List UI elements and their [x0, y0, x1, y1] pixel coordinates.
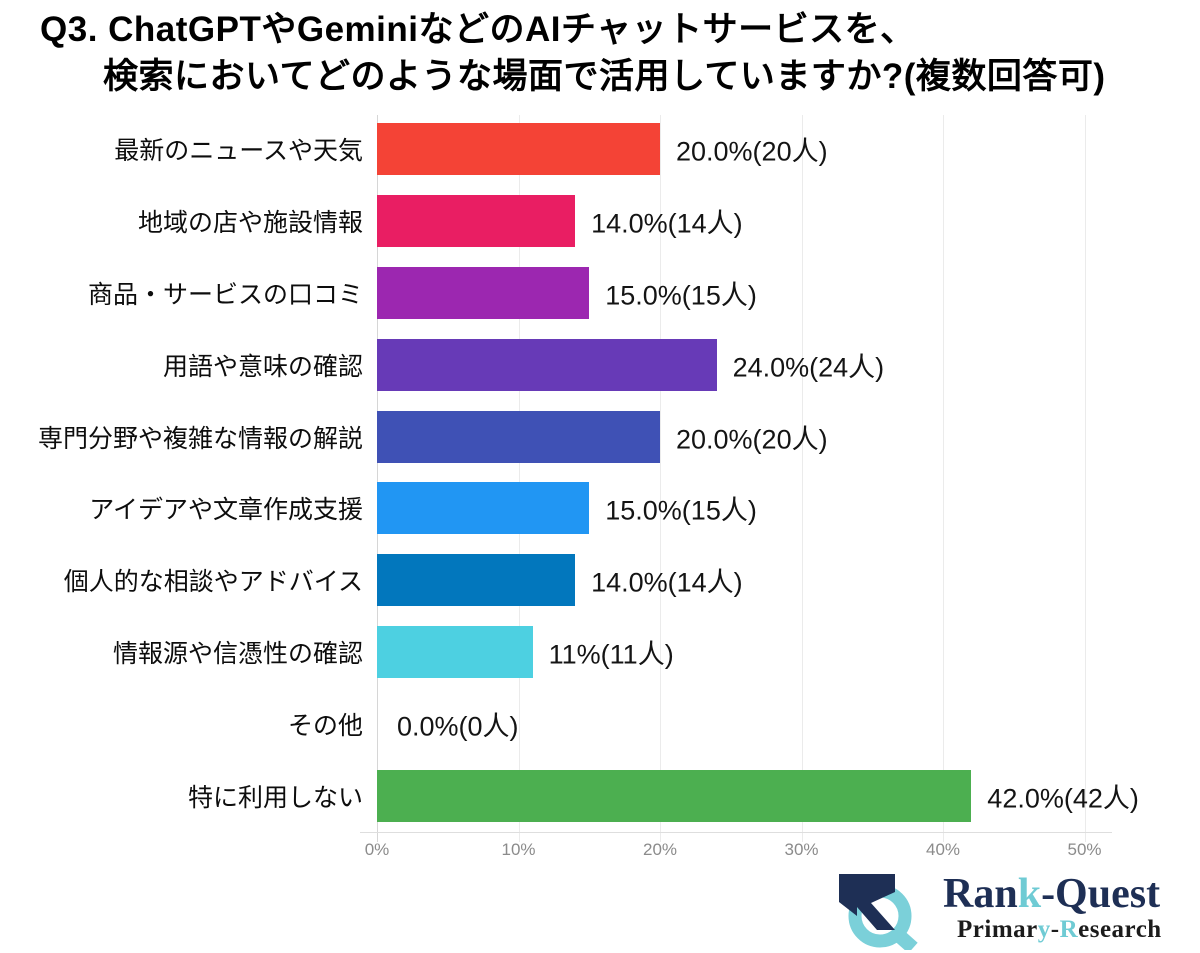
category-label: アイデアや文章作成支援 [89, 496, 363, 525]
bar [377, 338, 717, 391]
x-tick-label: 50% [1067, 840, 1102, 859]
value-label: 15.0%(15人) [605, 495, 757, 526]
category-label: その他 [287, 712, 363, 741]
bar [377, 266, 590, 319]
category-label: 専門分野や複雑な情報の解説 [37, 424, 363, 453]
row-plot-area: 20.0%(20人) [377, 401, 1200, 473]
rank-quest-logo-text: Rank-Quest Primary-Research [943, 872, 1162, 944]
chart-row: 地域の店や施設情報 14.0%(14人) [0, 185, 1200, 257]
value-label: 11%(11人) [548, 639, 674, 670]
category-label: 地域の店や施設情報 [137, 208, 363, 237]
chart-row: 商品・サービスの口コミ 15.0%(15人) [0, 257, 1200, 329]
value-label: 42.0%(42人) [987, 783, 1139, 814]
x-tick-label: 0% [364, 840, 390, 859]
chart-rows: 最新のニュースや天気 20.0%(20人) 地域の店や施設情報 14.0%(14人) 商… [0, 113, 1200, 832]
bar [377, 123, 660, 175]
category-label: 特に利用しない [187, 783, 363, 812]
chart-row: その他 0.0%(0人) [0, 688, 1200, 760]
x-tick-label: 10% [501, 840, 536, 859]
logo-text-segment: k [1017, 871, 1042, 917]
value-label: 24.0%(24人) [732, 352, 885, 383]
gridline-10% [518, 115, 520, 842]
rank-quest-logo: Rank-Quest Primary-Research [833, 866, 1162, 950]
category-label: 商品・サービスの口コミ [87, 280, 363, 309]
chart-gridlines [0, 113, 1200, 842]
gridline-20% [660, 115, 661, 842]
x-tick-label: 30% [784, 840, 819, 859]
row-plot-area: 20.0%(20人) [377, 113, 1200, 185]
value-label: 20.0%(20人) [676, 136, 828, 167]
chart-row: 個人的な相談やアドバイス 14.0%(14人) [0, 544, 1200, 616]
chart-row: 用語や意味の確認 24.0%(24人) [0, 329, 1200, 401]
row-plot-area: 42.0%(42人) [377, 760, 1200, 832]
value-label: 14.0%(14人) [591, 208, 743, 239]
logo-text-segment: R [1059, 916, 1079, 943]
category-label: 最新のニュースや天気 [114, 136, 363, 165]
row-plot-area: 0.0%(0人) [377, 688, 1200, 760]
bar [377, 626, 533, 679]
gridline-0% [377, 115, 378, 842]
row-plot-area: 14.0%(14人) [377, 185, 1200, 257]
chart-row: アイデアや文章作成支援 15.0%(15人) [0, 472, 1200, 544]
logo-text-segment: esearch [1078, 916, 1162, 943]
value-label: 15.0%(15人) [605, 280, 757, 311]
chart-title: Q3. ChatGPTやGeminiなどのAIチャットサービスを、 検索において… [40, 6, 1106, 100]
bar [377, 410, 660, 463]
value-label: 0.0%(0人) [397, 711, 519, 742]
row-plot-area: 24.0%(24人) [377, 329, 1200, 401]
x-tick-label: 40% [925, 840, 961, 859]
category-label: 個人的な相談やアドバイス [63, 568, 363, 597]
row-plot-area: 15.0%(15人) [377, 472, 1200, 544]
category-label: 情報源や信憑性の確認 [112, 640, 363, 669]
logo-wordmark: Rank-Quest [943, 872, 1162, 916]
row-plot-area: 15.0%(15人) [377, 257, 1200, 329]
category-label: 用語や意味の確認 [162, 352, 363, 381]
chart-row: 最新のニュースや天気 20.0%(20人) [0, 113, 1200, 185]
chart-title-line2: 検索においてどのような場面で活用していますか?(複数回答可) [103, 57, 1106, 96]
bar [377, 482, 590, 535]
logo-text-segment: -Quest [1041, 871, 1161, 917]
x-axis-ticks: 0% 10% 20% 30% 40% 50% [0, 113, 1200, 859]
bar [377, 194, 576, 247]
value-label: 20.0%(20人) [676, 424, 828, 454]
gridline-30% [801, 115, 803, 842]
x-axis-line [360, 832, 1112, 833]
logo-text-segment: y [1037, 916, 1051, 943]
bar [377, 554, 576, 607]
chart-row: 特に利用しない 42.0%(42人) [0, 760, 1200, 832]
logo-text-segment: Primar [957, 916, 1038, 943]
value-label: 14.0%(14人) [591, 567, 743, 598]
gridline-50% [1084, 115, 1086, 842]
x-tick-label: 20% [642, 840, 678, 859]
horizontal-bar-chart: 最新のニュースや天気 20.0%(20人) 地域の店や施設情報 14.0%(14人) 商… [0, 113, 1200, 859]
row-plot-area: 14.0%(14人) [377, 544, 1200, 616]
gridline-40% [943, 115, 944, 842]
chart-title-line1: Q3. ChatGPTやGeminiなどのAIチャットサービスを、 [40, 10, 916, 49]
bar [377, 770, 972, 823]
chart-row: 情報源や信憑性の確認 11%(11人) [0, 616, 1200, 688]
rank-quest-logo-icon [839, 874, 918, 950]
logo-text-segment: Ran [943, 871, 1018, 917]
row-plot-area: 11%(11人) [377, 616, 1200, 688]
logo-tagline: Primary-Research [943, 916, 1162, 944]
logo-text-segment: - [1050, 916, 1060, 943]
chart-row: 専門分野や複雑な情報の解説 20.0%(20人) [0, 401, 1200, 473]
